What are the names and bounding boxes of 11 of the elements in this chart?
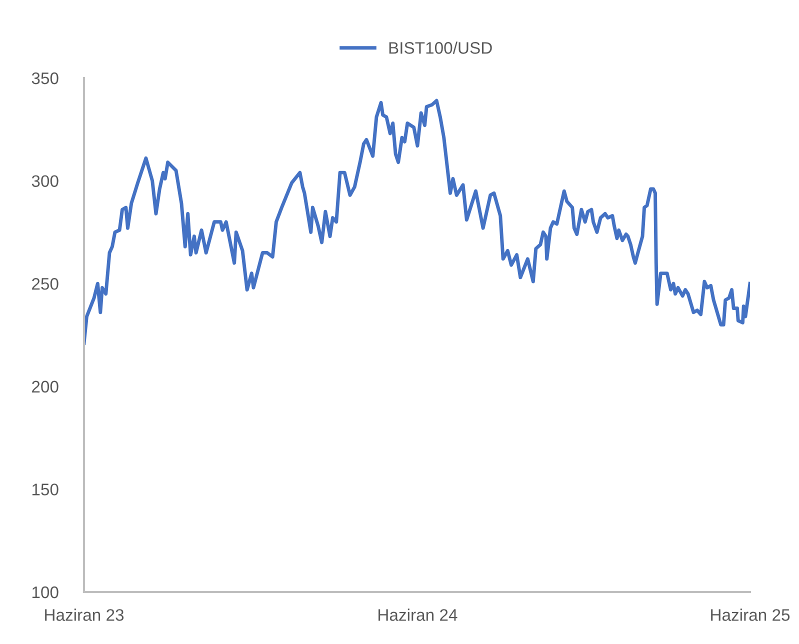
- line-series: [84, 98, 750, 345]
- y-tick-label: 300: [32, 175, 58, 188]
- y-tick-label: 200: [32, 380, 58, 393]
- x-tick-label: Haziran 23: [45, 608, 124, 621]
- x-tick-label: Haziran 24: [378, 608, 458, 621]
- y-tick-label: 150: [32, 484, 58, 496]
- y-tick-label: 250: [32, 278, 58, 290]
- y-tick-label: 100: [32, 586, 58, 598]
- legend-label: BIST100/USD: [389, 42, 492, 54]
- y-tick-label: 350: [32, 72, 58, 84]
- x-tick-label: Haziran 25: [711, 608, 790, 621]
